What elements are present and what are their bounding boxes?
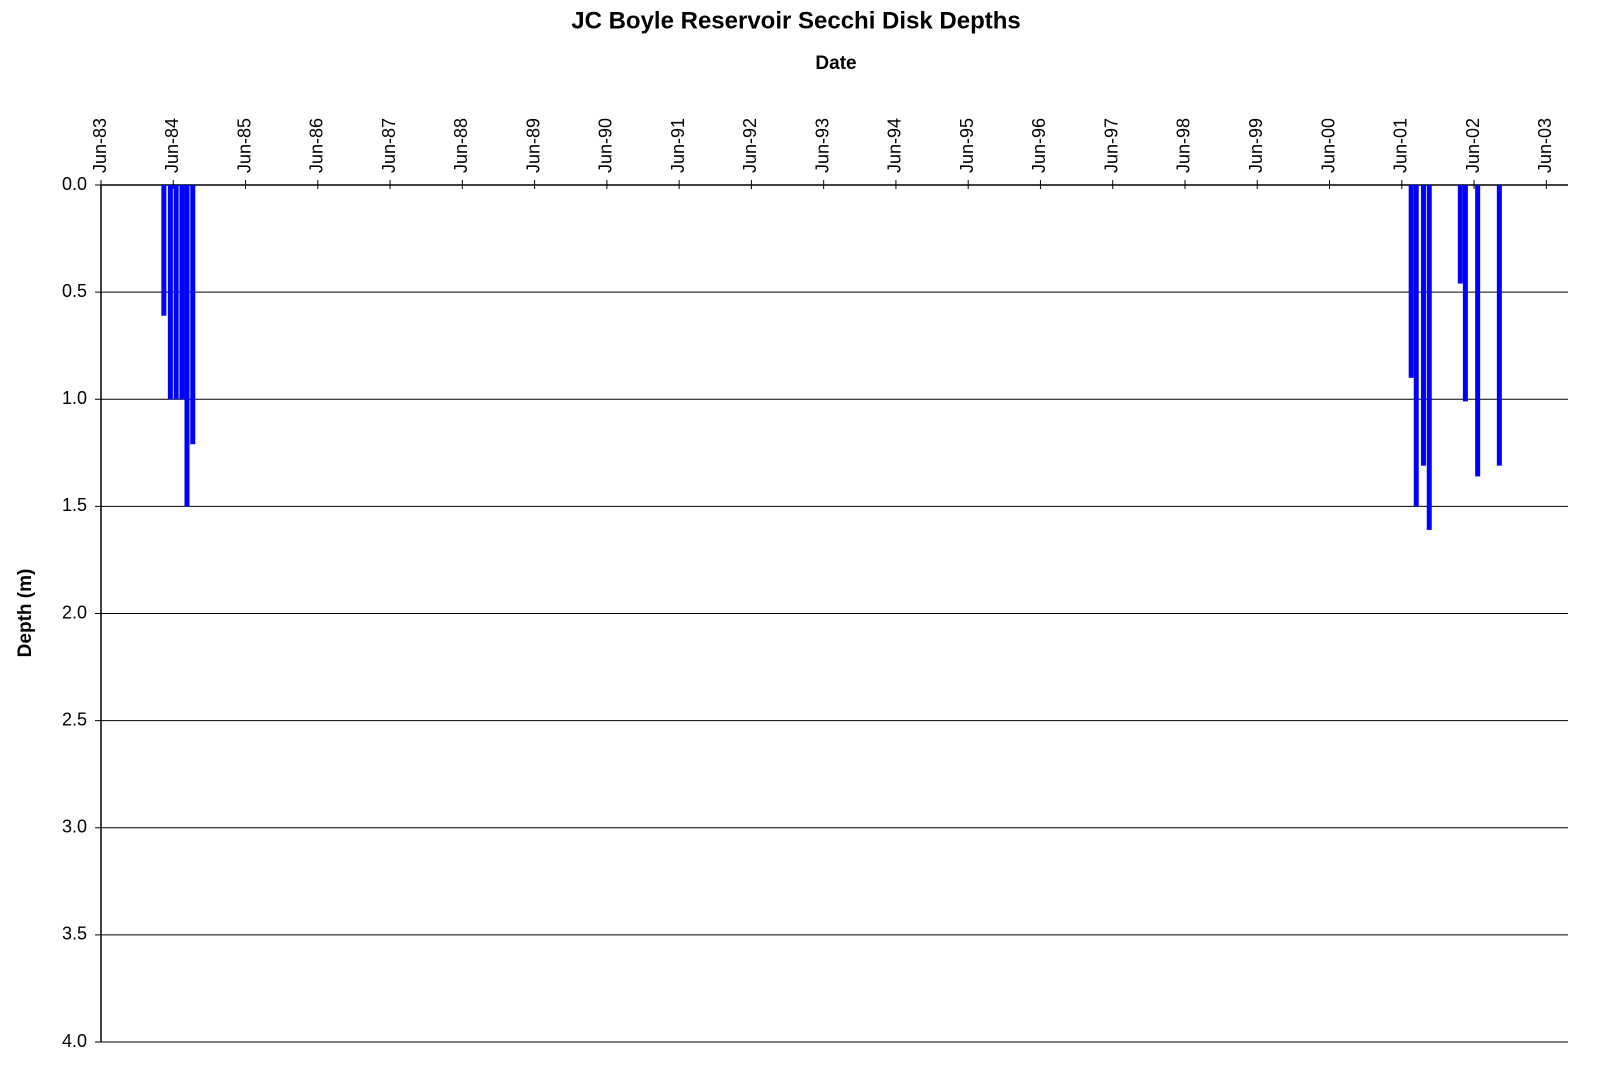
x-tick-label: Jun-99 — [1246, 118, 1266, 173]
bar — [167, 185, 173, 400]
y-tick-label: 2.5 — [62, 709, 87, 729]
y-tick-label: 4.0 — [62, 1031, 87, 1051]
x-tick-label: Jun-94 — [885, 118, 905, 173]
y-tick-label: 3.5 — [62, 924, 87, 944]
bar — [173, 185, 179, 400]
x-tick-label: Jun-86 — [307, 118, 327, 173]
bar — [1462, 185, 1468, 402]
x-tick-label: Jun-01 — [1391, 118, 1411, 173]
x-axis-label: Date — [815, 53, 856, 74]
y-tick-label: 1.0 — [62, 388, 87, 408]
y-tick-label: 1.5 — [62, 495, 87, 515]
bar — [1475, 185, 1481, 477]
x-tick-label: Jun-88 — [451, 118, 471, 173]
x-tick-label: Jun-97 — [1101, 118, 1121, 173]
x-tick-label: Jun-92 — [740, 118, 760, 173]
bar — [184, 185, 190, 507]
x-tick-label: Jun-98 — [1174, 118, 1194, 173]
x-tick-label: Jun-00 — [1318, 118, 1338, 173]
bar — [1420, 185, 1426, 466]
bar — [161, 185, 167, 316]
x-tick-label: Jun-93 — [812, 118, 832, 173]
bar — [1457, 185, 1463, 284]
bar — [1408, 185, 1414, 378]
bar — [179, 185, 185, 400]
x-tick-label: Jun-03 — [1535, 118, 1555, 173]
chart-title: JC Boyle Reservoir Secchi Disk Depths — [571, 7, 1021, 34]
x-tick-label: Jun-84 — [162, 118, 182, 173]
y-tick-label: 2.0 — [62, 602, 87, 622]
y-tick-label: 0.5 — [62, 281, 87, 301]
x-tick-label: Jun-89 — [523, 118, 543, 173]
x-tick-label: Jun-95 — [957, 118, 977, 173]
x-tick-label: Jun-91 — [668, 118, 688, 173]
x-tick-label: Jun-83 — [90, 118, 110, 173]
x-tick-label: Jun-02 — [1463, 118, 1483, 173]
y-tick-label: 0.0 — [62, 174, 87, 194]
bar — [1496, 185, 1502, 466]
x-tick-label: Jun-90 — [596, 118, 616, 173]
bar — [190, 185, 196, 445]
x-tick-label: Jun-87 — [379, 118, 399, 173]
y-tick-label: 3.0 — [62, 817, 87, 837]
x-tick-label: Jun-96 — [1029, 118, 1049, 173]
bar — [1426, 185, 1432, 530]
y-axis-label: Depth (m) — [15, 569, 36, 658]
x-tick-label: Jun-85 — [234, 118, 254, 173]
bar — [1413, 185, 1419, 507]
